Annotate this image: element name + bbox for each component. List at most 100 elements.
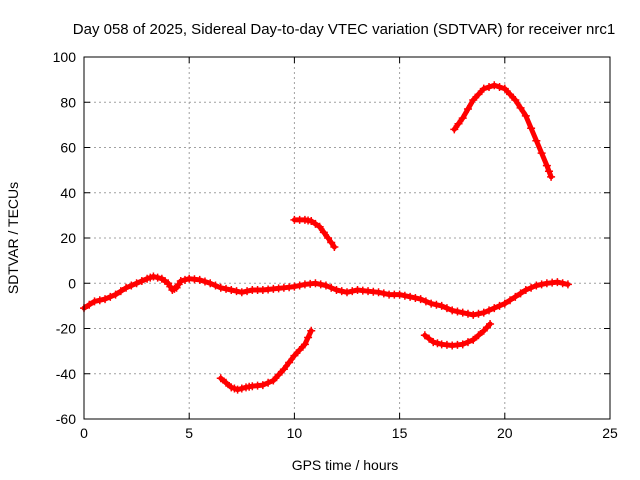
data-point — [279, 365, 288, 374]
data-point — [227, 286, 236, 295]
data-point — [337, 287, 346, 296]
axis-ticks: 0 5 10 15 20 25 -60 -40 -20 0 20 40 60 80 100 — [53, 49, 618, 441]
data-point — [211, 281, 220, 290]
data-point — [269, 376, 278, 385]
data-point — [544, 167, 553, 176]
data-point — [132, 279, 141, 288]
data-point — [416, 295, 425, 304]
data-point — [537, 149, 546, 158]
data-point — [137, 276, 146, 285]
series-mid-segment — [290, 215, 339, 252]
data-point — [176, 276, 185, 285]
data-point — [274, 370, 283, 379]
data-point — [427, 299, 436, 308]
data-point — [327, 238, 336, 247]
data-point — [316, 280, 325, 289]
data-point — [321, 281, 330, 290]
data-point — [243, 287, 252, 296]
data-point — [327, 283, 336, 292]
data-point — [521, 286, 530, 295]
data-point — [474, 309, 483, 318]
data-point — [106, 292, 115, 301]
data-point — [127, 281, 136, 290]
data-point — [469, 335, 478, 344]
data-point — [421, 297, 430, 306]
data-point — [490, 304, 499, 313]
grid-lines — [84, 57, 610, 419]
x-tick-label: 5 — [185, 425, 193, 441]
y-tick-label: 60 — [60, 140, 76, 156]
data-point — [324, 234, 333, 242]
data-point — [264, 378, 273, 387]
data-point — [469, 310, 478, 319]
data-point — [516, 103, 525, 112]
data-point — [442, 304, 451, 313]
data-point — [258, 381, 267, 390]
y-axis-label: SDTVAR / TECUs — [5, 182, 21, 294]
data-point — [348, 287, 357, 296]
data-point — [495, 301, 504, 310]
data-point — [448, 306, 457, 315]
data-point — [307, 217, 316, 226]
data-point — [232, 287, 241, 296]
data-point — [206, 279, 215, 288]
y-tick-label: 20 — [60, 230, 76, 246]
data-point — [485, 306, 494, 315]
data-point — [479, 84, 488, 93]
y-tick-label: 80 — [60, 94, 76, 110]
data-point — [180, 275, 189, 284]
data-point — [542, 161, 551, 170]
data-point — [463, 105, 472, 114]
data-point — [485, 82, 494, 91]
data-point — [500, 84, 509, 93]
data-point — [454, 119, 463, 128]
data-point — [563, 280, 572, 289]
series-low-arc-1 — [216, 326, 316, 394]
data-point — [474, 331, 483, 340]
x-axis-label: GPS time / hours — [292, 457, 399, 473]
data-point — [437, 301, 446, 310]
data-point — [237, 384, 246, 393]
data-point — [101, 295, 110, 304]
data-point — [527, 283, 536, 292]
x-tick-label: 20 — [497, 425, 513, 441]
data-point — [153, 273, 162, 282]
data-point — [450, 125, 459, 134]
data-point — [506, 296, 515, 305]
data-point — [304, 333, 313, 342]
data-point — [506, 90, 515, 99]
x-tick-label: 10 — [287, 425, 303, 441]
data-point — [433, 339, 442, 348]
data-point — [295, 345, 304, 354]
data-point — [458, 340, 467, 349]
x-tick-label: 0 — [80, 425, 88, 441]
data-point — [343, 288, 351, 297]
series-line — [218, 328, 314, 393]
y-tick-label: -40 — [56, 366, 76, 382]
data-point — [458, 114, 467, 123]
data-point — [295, 281, 304, 290]
data-point — [463, 309, 472, 318]
data-point — [432, 300, 441, 309]
x-tick-label: 15 — [392, 425, 408, 441]
data-point — [500, 299, 509, 308]
data-point — [222, 378, 231, 387]
data-point — [111, 290, 120, 299]
data-point — [395, 290, 404, 299]
chart-title: Day 058 of 2025, Sidereal Day-to-day VTE… — [73, 21, 615, 38]
series-high-arc — [450, 81, 556, 181]
y-tick-label: 100 — [53, 49, 77, 65]
data-point — [490, 81, 499, 90]
data-point — [379, 289, 388, 298]
data-point — [330, 243, 339, 252]
data-point — [116, 287, 125, 296]
data-point — [474, 90, 483, 99]
data-point — [216, 374, 225, 383]
data-point — [332, 286, 341, 295]
data-point — [233, 385, 242, 394]
data-point — [469, 95, 478, 104]
data-point — [479, 308, 488, 317]
data-point — [425, 334, 434, 343]
data-point — [200, 277, 209, 286]
